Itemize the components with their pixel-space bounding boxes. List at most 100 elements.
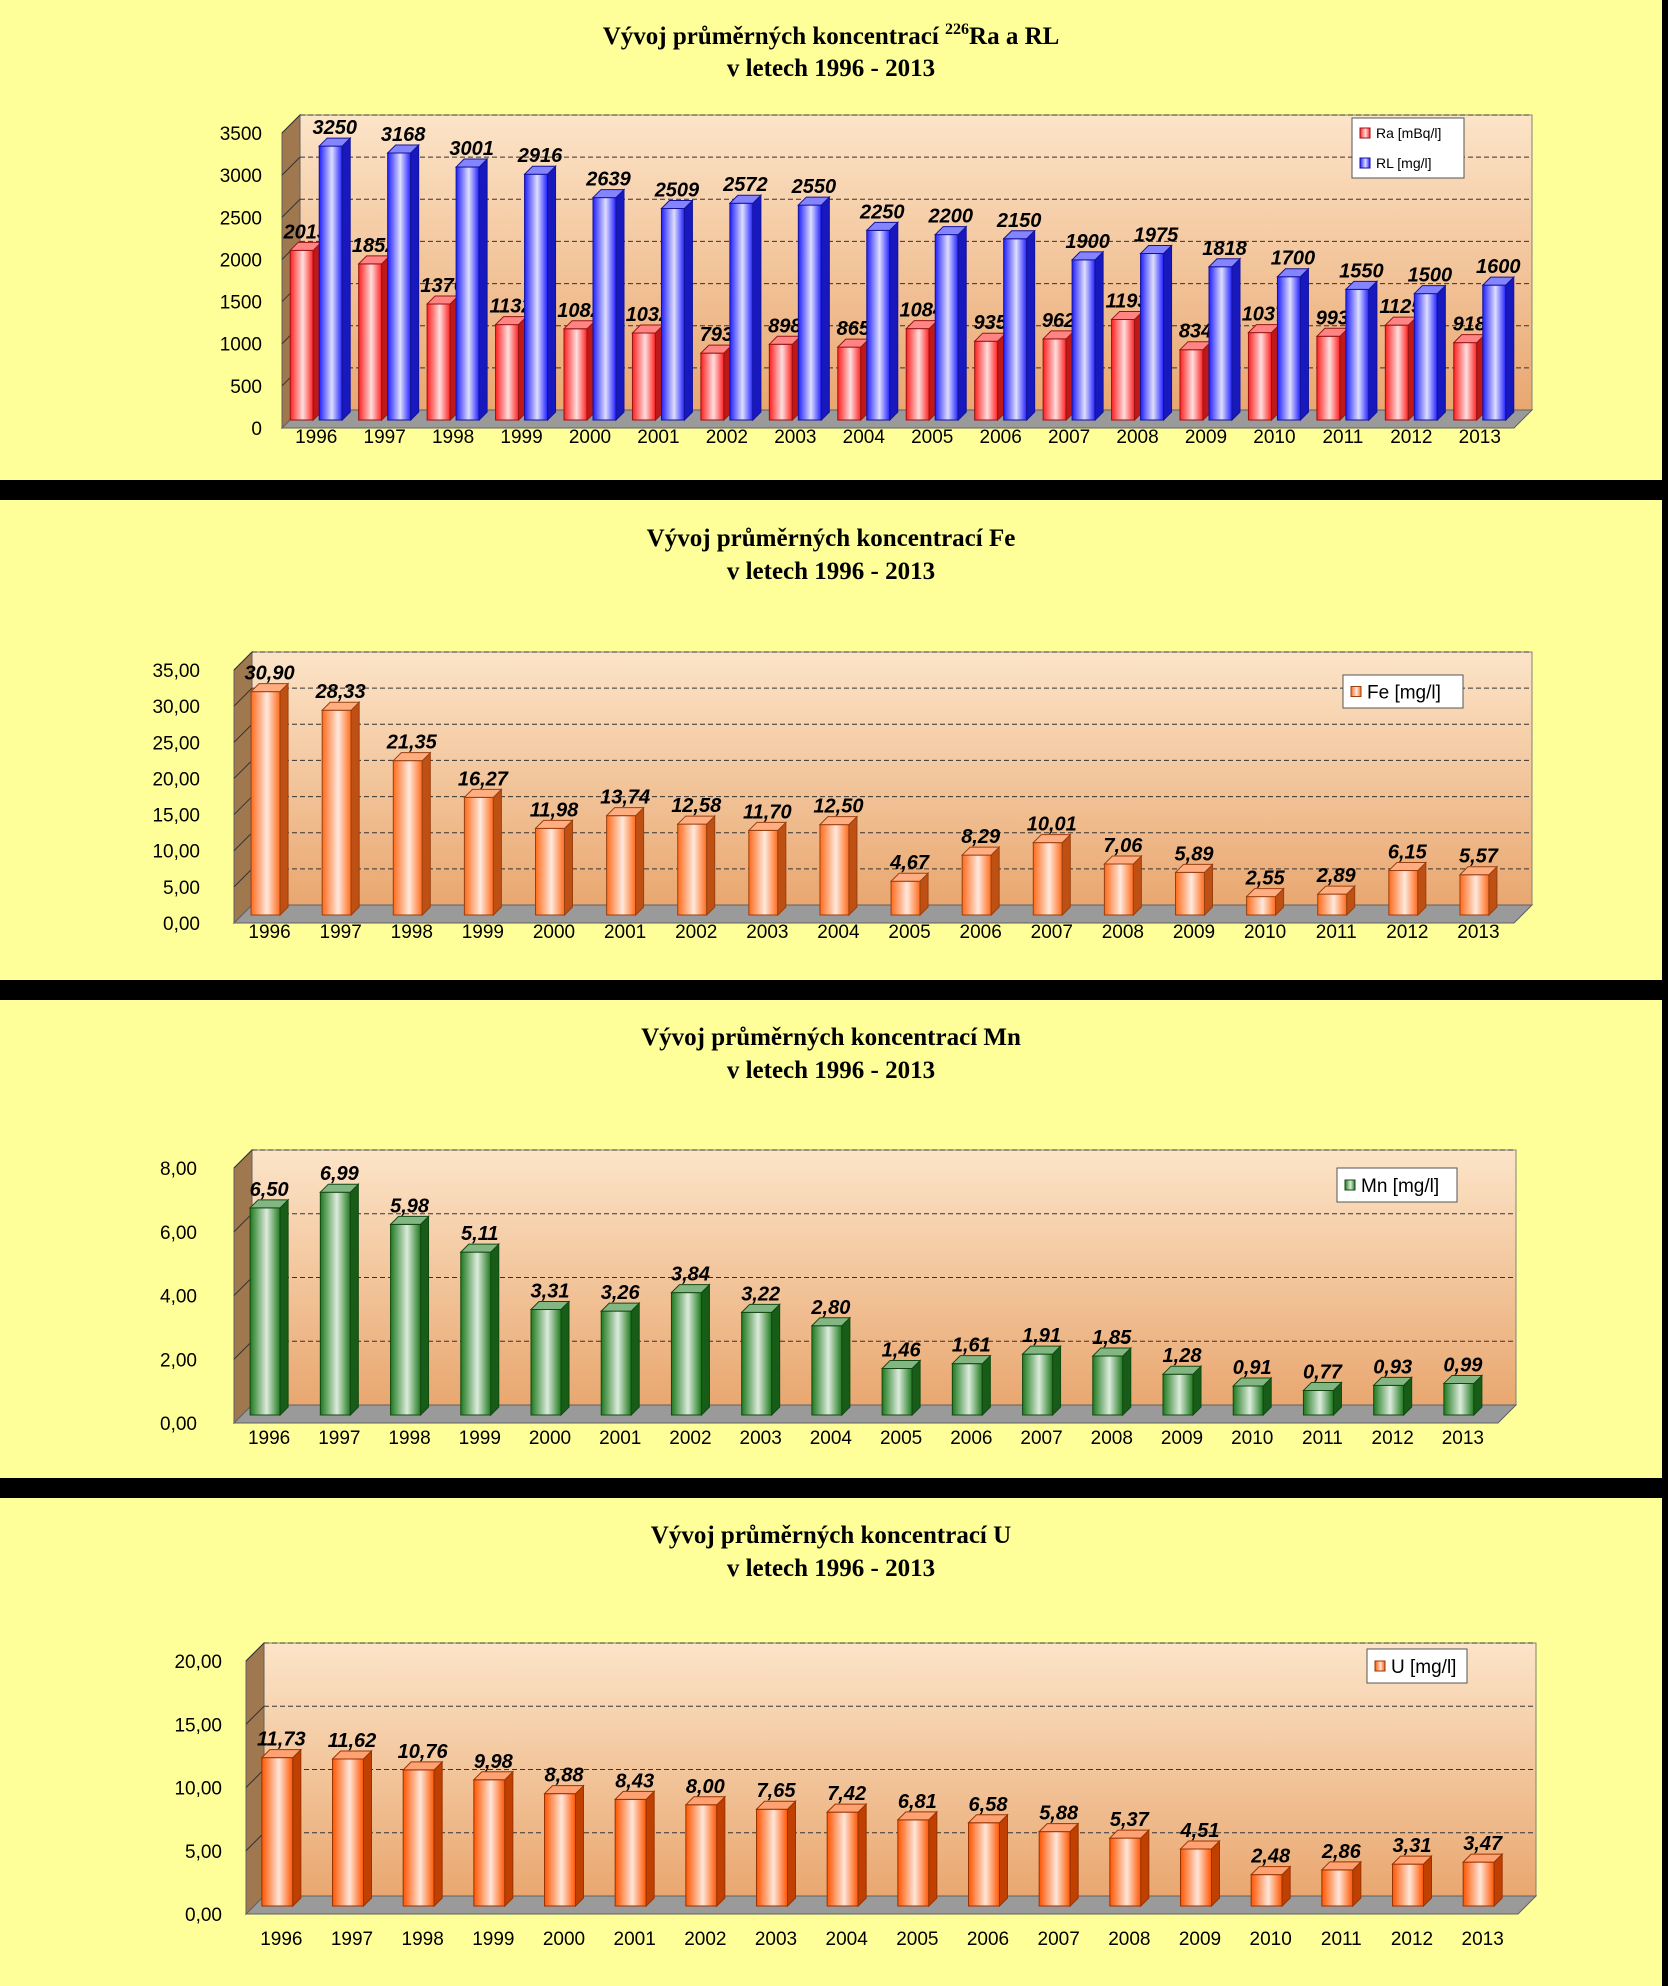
- bar: [836, 337, 870, 422]
- bar: [459, 1242, 500, 1417]
- legend: Ra [mBq/l] RL [mg/l]: [1351, 117, 1465, 179]
- data-label: 4,51: [1180, 1820, 1220, 1842]
- bar: [797, 195, 831, 422]
- gridline-side: [233, 687, 253, 707]
- x-tick-label: 2008: [1108, 1929, 1150, 1950]
- gridline-side: [245, 1642, 265, 1662]
- y-tick-label: 0,00: [163, 914, 200, 935]
- data-label: 865: [837, 318, 871, 340]
- bar: [331, 1749, 373, 1908]
- data-label: 6,50: [250, 1179, 289, 1201]
- data-label: 3,22: [741, 1283, 780, 1305]
- x-tick-label: 2004: [810, 1428, 853, 1449]
- bar: [1391, 1854, 1433, 1908]
- data-label: 6,81: [898, 1791, 937, 1813]
- x-tick-label: 1999: [459, 1428, 501, 1449]
- x-tick-label: 1998: [432, 427, 474, 448]
- bar: [1207, 257, 1242, 422]
- chart-subtitle: v letech 1996 - 2013: [727, 1057, 935, 1084]
- bar: [1108, 1828, 1151, 1908]
- chart-panel-ra-rl: Vývoj průměrných koncentrací 226Ra a RL v…: [0, 0, 1662, 480]
- bar: [248, 1198, 290, 1417]
- bar: [896, 1810, 939, 1908]
- x-tick-label: 1997: [364, 427, 406, 448]
- gridline-side: [233, 1340, 253, 1360]
- gridline-side: [233, 1213, 253, 1233]
- data-label: 898: [768, 315, 802, 337]
- bar: [425, 294, 460, 422]
- x-tick-label: 2004: [817, 922, 860, 943]
- gridline-side: [233, 832, 253, 852]
- data-label: 11,98: [530, 799, 579, 821]
- data-label: 1125: [1379, 296, 1423, 318]
- data-label: 0,99: [1443, 1354, 1483, 1376]
- x-tick-label: 2011: [1316, 922, 1357, 943]
- x-tick-label: 2011: [1321, 1929, 1362, 1950]
- x-tick-label: 2009: [1179, 1929, 1221, 1950]
- bar: [1091, 1346, 1132, 1417]
- x-tick-label: 2005: [888, 922, 930, 943]
- x-tick-label: 2006: [967, 1929, 1009, 1950]
- data-label: 28,33: [315, 681, 366, 703]
- y-tick-label: 6,00: [160, 1223, 197, 1244]
- gridline-side: [281, 198, 301, 218]
- legend: U [mg/l]: [1366, 1648, 1468, 1684]
- data-label: 0,91: [1233, 1357, 1272, 1379]
- gridline-side: [245, 1769, 265, 1788]
- data-label: 3,84: [671, 1264, 710, 1286]
- bar: [684, 1795, 727, 1908]
- x-tick-label: 2013: [1462, 1929, 1504, 1950]
- x-tick-label: 2013: [1442, 1428, 1484, 1449]
- bar: [1247, 323, 1281, 422]
- x-tick-label: 2012: [1386, 922, 1428, 943]
- data-label: 5,37: [1110, 1809, 1150, 1831]
- bar: [534, 819, 574, 917]
- data-label: 1,91: [1022, 1325, 1061, 1347]
- bar: [1178, 340, 1213, 422]
- data-label: 1,46: [882, 1339, 922, 1361]
- bar: [1344, 280, 1379, 422]
- gridline-side: [281, 114, 301, 134]
- legend-label: Fe [mg/l]: [1367, 682, 1441, 703]
- data-label: 6,58: [969, 1794, 1009, 1816]
- x-tick-label: 2010: [1253, 427, 1295, 448]
- chart-title: Vývoj průměrných koncentrací U: [651, 1522, 1011, 1549]
- data-label: 1852: [352, 235, 397, 257]
- bar: [386, 143, 420, 422]
- x-tick-label: 2000: [529, 1428, 571, 1449]
- data-label: 8,00: [686, 1776, 725, 1798]
- data-label: 0,77: [1303, 1361, 1343, 1383]
- data-label: 7,42: [827, 1783, 866, 1805]
- legend-label: Mn [mg/l]: [1361, 1176, 1439, 1197]
- bar: [1161, 1364, 1203, 1417]
- x-tick-label: 2001: [604, 922, 646, 943]
- data-label: 1376: [420, 275, 465, 297]
- x-tick-label: 2002: [706, 427, 748, 448]
- x-tick-label: 2012: [1372, 1428, 1414, 1449]
- x-tick-label: 1998: [402, 1929, 444, 1950]
- y-tick-label: 2500: [220, 208, 262, 229]
- bar: [973, 331, 1007, 422]
- bar: [1070, 250, 1105, 422]
- x-tick-label: 2003: [746, 922, 788, 943]
- bar: [1037, 1822, 1080, 1908]
- x-tick-label: 2008: [1091, 1428, 1133, 1449]
- data-label: 11,70: [743, 801, 792, 823]
- data-label: 30,90: [245, 663, 295, 685]
- bar: [1232, 1376, 1273, 1417]
- bar: [670, 1283, 711, 1417]
- bar: [699, 343, 734, 422]
- x-tick-label: 2001: [599, 1428, 641, 1449]
- y-tick-label: 0,00: [185, 1905, 222, 1926]
- chart-u: Vývoj průměrných koncentrací U v letech 1…: [174, 1522, 1538, 1950]
- y-tick-label: 4,00: [160, 1287, 197, 1308]
- bar: [605, 806, 645, 917]
- y-tick-label: 10,00: [174, 1779, 222, 1800]
- x-tick-label: 2005: [880, 1428, 922, 1449]
- bar: [562, 319, 597, 422]
- bar: [1041, 329, 1076, 422]
- x-tick-label: 1996: [260, 1929, 302, 1950]
- data-label: 11,73: [257, 1729, 306, 1751]
- bar: [1387, 861, 1428, 917]
- x-tick-label: 2004: [826, 1929, 869, 1950]
